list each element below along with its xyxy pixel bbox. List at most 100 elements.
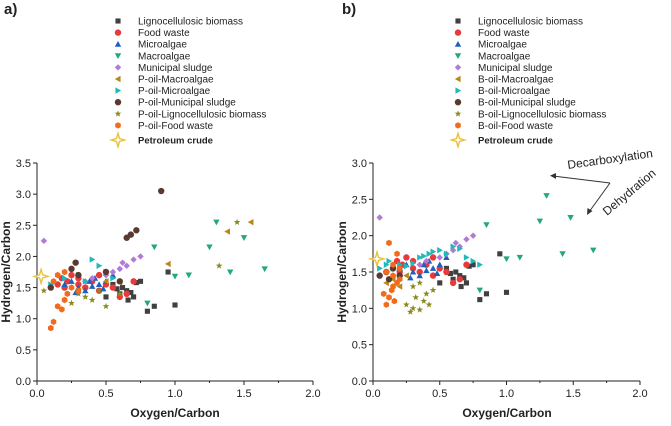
data-point xyxy=(383,268,390,276)
data-point xyxy=(102,268,110,276)
legend-entry: P-oil-Macroalgae xyxy=(138,75,214,86)
data-point xyxy=(61,281,68,288)
data-point xyxy=(403,272,409,279)
data-point xyxy=(403,301,410,308)
data-point xyxy=(137,253,144,260)
legend-marker xyxy=(108,130,128,150)
data-point xyxy=(429,254,437,261)
data-point xyxy=(137,278,144,284)
data-point xyxy=(380,290,387,297)
legend-marker xyxy=(114,99,122,106)
data-point xyxy=(96,262,103,269)
data-point xyxy=(417,254,423,261)
y-tick-label: 3.5 xyxy=(16,158,31,170)
axes: 0.0 0.5 1.0 1.5 2.0 0.0 0.5 1.0 1.5 2.0 2.5 3.0 xyxy=(352,158,648,400)
dehydration-arrow xyxy=(588,182,611,213)
legend-entry: Microalgae xyxy=(138,40,187,51)
data-point xyxy=(423,267,430,274)
y-tick-label: 2.0 xyxy=(16,251,31,263)
y-tick-label: 0.5 xyxy=(16,345,31,357)
data-point xyxy=(158,187,165,195)
y-tick-label: 2.0 xyxy=(352,231,367,243)
data-point xyxy=(116,290,124,297)
x-tick-label: 2.0 xyxy=(305,388,320,400)
data-point xyxy=(247,218,254,226)
y-tick-label: 1.5 xyxy=(16,283,31,295)
y-tick-label: 1.0 xyxy=(16,314,31,326)
panel-label: b) xyxy=(342,1,356,18)
data-point xyxy=(437,247,443,254)
data-point xyxy=(447,270,453,277)
data-point xyxy=(436,261,443,268)
data-point xyxy=(409,304,417,312)
data-point xyxy=(386,294,392,301)
x-tick-label: 1.5 xyxy=(566,388,581,400)
data-point xyxy=(590,247,597,254)
data-point xyxy=(109,268,117,276)
data-point xyxy=(116,278,124,285)
data-point xyxy=(86,278,93,284)
data-point xyxy=(477,261,483,268)
data-point xyxy=(144,308,150,314)
data-point xyxy=(567,214,574,221)
data-point xyxy=(131,294,137,300)
x-axis-title: Oxygen/Carbon xyxy=(462,406,551,420)
data-point xyxy=(133,227,140,234)
legend-marker xyxy=(454,110,462,117)
data-point xyxy=(396,283,403,290)
data-point xyxy=(206,244,213,251)
data-point xyxy=(130,256,137,263)
y-tick-label: 0.0 xyxy=(16,376,31,388)
legend-marker xyxy=(454,41,462,47)
data-point xyxy=(425,301,433,308)
data-point xyxy=(123,290,130,297)
legend-marker xyxy=(455,87,462,94)
x-tick-label: 1.0 xyxy=(167,388,182,400)
data-point xyxy=(452,239,459,247)
data-point xyxy=(386,257,393,265)
data-point xyxy=(61,268,68,276)
data-point xyxy=(213,219,220,226)
data-point xyxy=(470,257,477,265)
data-point xyxy=(458,283,464,290)
y-tick-label: 3.0 xyxy=(16,189,31,201)
legend-entry: Microalgae xyxy=(478,40,527,51)
data-point xyxy=(227,269,234,276)
data-point xyxy=(391,297,398,305)
legend-entry: B-oil-Lignocellulosic biomass xyxy=(478,109,606,120)
y-tick-label: 0.5 xyxy=(352,340,367,352)
data-point xyxy=(172,302,178,308)
data-point xyxy=(394,250,400,257)
data-point xyxy=(443,265,449,271)
data-point xyxy=(114,286,120,292)
data-point xyxy=(536,218,544,225)
legend-entry: Petroleum crude xyxy=(478,136,553,147)
data-point xyxy=(103,294,109,300)
data-points xyxy=(367,193,597,315)
legend-marker xyxy=(448,130,468,150)
data-point xyxy=(463,254,470,261)
data-point xyxy=(120,285,126,291)
legend-entry: Municipal sludge xyxy=(478,63,553,74)
data-point xyxy=(416,272,423,279)
data-point xyxy=(82,287,89,294)
data-point xyxy=(443,250,450,258)
legend-entry: Food waste xyxy=(478,28,530,39)
legend-marker xyxy=(114,41,122,47)
data-point xyxy=(409,265,417,272)
data-point xyxy=(420,297,428,304)
data-point xyxy=(64,290,71,297)
data-point xyxy=(89,275,96,282)
data-point xyxy=(68,278,75,284)
data-point xyxy=(429,272,437,279)
data-point xyxy=(503,289,510,295)
data-point xyxy=(457,273,463,279)
data-point-petroleum xyxy=(367,249,387,269)
data-point xyxy=(409,268,417,275)
y-tick-label: 3.0 xyxy=(352,158,367,170)
data-point xyxy=(68,265,75,273)
data-point xyxy=(89,256,96,263)
data-point xyxy=(420,261,427,268)
